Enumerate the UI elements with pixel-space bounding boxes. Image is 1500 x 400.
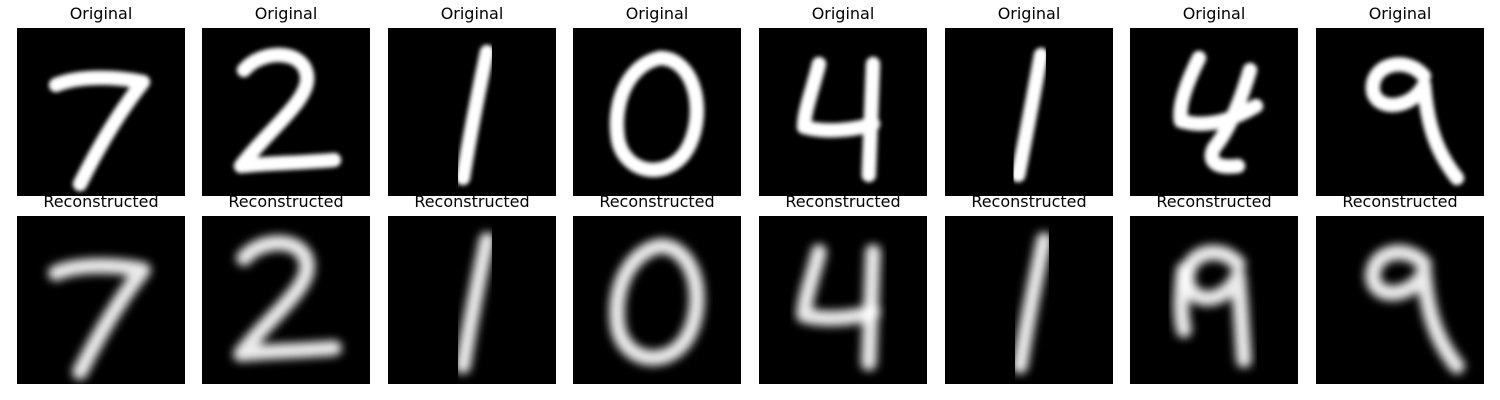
image-background <box>17 28 185 196</box>
digit-stroke-group <box>48 70 151 192</box>
digit-stroke <box>233 47 342 174</box>
digit-stroke-group <box>1365 244 1465 374</box>
panel-title: Reconstructed <box>228 192 344 211</box>
digit-stroke-group <box>48 258 151 380</box>
digit-stroke <box>1011 47 1049 183</box>
digit-stroke <box>861 56 881 183</box>
panel-title: Original <box>811 4 875 23</box>
panel-title: Original <box>625 4 689 23</box>
digit-stroke <box>48 70 151 192</box>
panel-title: Original <box>1368 4 1432 23</box>
digit-image <box>17 216 185 384</box>
digit-stroke <box>861 244 881 371</box>
digit-image <box>759 216 927 384</box>
digit-stroke <box>609 238 705 366</box>
panel-title: Reconstructed <box>1156 192 1272 211</box>
digit-image <box>573 28 741 196</box>
panel-title: Reconstructed <box>43 192 159 211</box>
digit-stroke-group <box>1012 232 1052 374</box>
panel-title: Original <box>997 4 1061 23</box>
panel-title: Reconstructed <box>599 192 715 211</box>
digit-stroke <box>233 235 342 362</box>
panel-title: Reconstructed <box>414 192 530 211</box>
digit-stroke-group <box>796 56 881 183</box>
panel-title: Original <box>254 4 318 23</box>
digit-image <box>202 28 370 196</box>
digit-image <box>388 28 556 196</box>
digit-image <box>945 216 1113 384</box>
panel-title: Reconstructed <box>785 192 901 211</box>
digit-stroke <box>455 232 495 374</box>
digit-image <box>202 216 370 384</box>
panel-title: Reconstructed <box>971 192 1087 211</box>
digit-stroke <box>796 56 881 138</box>
digit-image <box>1316 216 1484 384</box>
digit-image <box>573 216 741 384</box>
panel-title: Original <box>440 4 504 23</box>
panel-title: Reconstructed <box>1342 192 1458 211</box>
panel-title: Original <box>69 4 133 23</box>
digit-image <box>17 28 185 196</box>
digit-stroke-group <box>1173 50 1264 174</box>
digit-stroke-group <box>609 238 705 366</box>
digit-stroke-group <box>455 44 495 186</box>
digit-stroke <box>1204 62 1258 174</box>
digit-image <box>945 28 1113 196</box>
digit-stroke-group <box>455 232 495 374</box>
digit-image <box>759 28 927 196</box>
digit-stroke <box>1012 232 1052 374</box>
image-background <box>759 28 927 196</box>
digit-image <box>1316 28 1484 196</box>
digit-stroke <box>1365 57 1465 186</box>
image-background <box>1130 28 1298 196</box>
digit-stroke-group <box>233 235 342 362</box>
digit-stroke-group <box>796 244 881 371</box>
digit-stroke-group <box>1365 57 1465 186</box>
digit-stroke <box>455 44 495 186</box>
digit-stroke <box>796 244 881 327</box>
digit-stroke <box>1365 244 1465 374</box>
digit-stroke <box>1179 244 1252 368</box>
image-background <box>17 216 185 384</box>
digit-stroke-group <box>1011 47 1049 183</box>
digit-image <box>388 216 556 384</box>
digit-stroke-group <box>233 47 342 174</box>
digit-stroke-group <box>609 50 705 177</box>
image-background <box>759 216 927 384</box>
panel-title: Original <box>1182 4 1246 23</box>
digit-stroke-group <box>1173 244 1252 368</box>
digit-image <box>1130 216 1298 384</box>
digit-image <box>1130 28 1298 196</box>
digit-stroke <box>609 50 705 177</box>
digit-stroke <box>1173 262 1192 338</box>
digit-stroke <box>48 258 151 380</box>
